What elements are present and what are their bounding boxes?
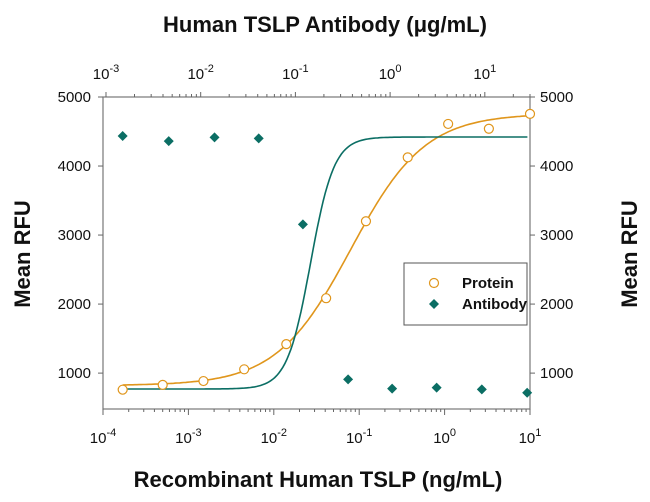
plot-frame (102, 96, 531, 410)
antibody-data-point (431, 382, 442, 393)
protein-data-point (443, 118, 454, 130)
x-tick-label: 101 (519, 427, 542, 447)
x-tick-label: 10-2 (261, 427, 287, 447)
x-tick-label: 10-4 (90, 427, 116, 447)
y-tick-label: 3000 (58, 227, 91, 244)
protein-fit-curve (122, 114, 531, 386)
y-tick-label: 2000 (58, 296, 91, 313)
protein-data-point (281, 339, 292, 350)
antibody-data-point (522, 387, 533, 398)
antibody-data-point (387, 383, 398, 394)
top-x-tick-label: 10-3 (93, 63, 119, 83)
protein-data-point (360, 216, 372, 227)
antibody-data-point (209, 132, 220, 143)
protein-data-point (321, 293, 332, 304)
antibody-data-point (297, 219, 308, 230)
antibody-data-point (253, 133, 264, 144)
y2-tick-label: 4000 (540, 158, 573, 175)
antibody-data-point (163, 136, 174, 147)
y2-axis-title: Mean RFU (617, 200, 642, 308)
legend-antibody-marker (429, 299, 439, 309)
legend-protein-marker (428, 277, 440, 289)
top-x-tick-label: 10-1 (282, 63, 308, 83)
top-x-tick-label: 10-2 (187, 63, 213, 83)
x-tick-label: 10-3 (175, 427, 201, 447)
x-tick-label: 100 (433, 427, 456, 447)
legend-antibody-label: Antibody (462, 296, 528, 313)
antibody-fit-curve (123, 136, 528, 390)
antibody-data-point (343, 374, 354, 385)
y2-tick-label: 5000 (540, 89, 573, 106)
legend-box (403, 262, 528, 326)
top-x-tick-label: 100 (379, 63, 402, 83)
protein-data-point (239, 364, 250, 375)
protein-data-point (524, 108, 536, 120)
legend: Protein Antibody (403, 262, 528, 326)
y-tick-label: 4000 (58, 158, 91, 175)
y-tick-label: 5000 (58, 89, 91, 106)
protein-data-point (117, 384, 128, 395)
protein-data-point (483, 123, 494, 134)
x-axis-title: Recombinant Human TSLP (ng/mL) (134, 467, 503, 492)
protein-data-point (402, 152, 413, 163)
antibody-data-point (476, 384, 487, 395)
y-tick-label: 1000 (58, 365, 91, 382)
y2-tick-label: 2000 (540, 296, 573, 313)
y2-tick-label: 3000 (540, 227, 573, 244)
y-axis-title: Mean RFU (10, 200, 35, 308)
antibody-data-point (117, 131, 128, 141)
top-axis-title: Human TSLP Antibody (μg/mL) (163, 12, 487, 37)
top-x-tick-label: 101 (473, 63, 496, 83)
y2-tick-label: 1000 (540, 365, 573, 382)
protein-data-point (157, 379, 168, 390)
x-tick-label: 10-1 (346, 427, 372, 447)
protein-data-point (198, 375, 209, 387)
legend-protein-label: Protein (462, 275, 514, 292)
